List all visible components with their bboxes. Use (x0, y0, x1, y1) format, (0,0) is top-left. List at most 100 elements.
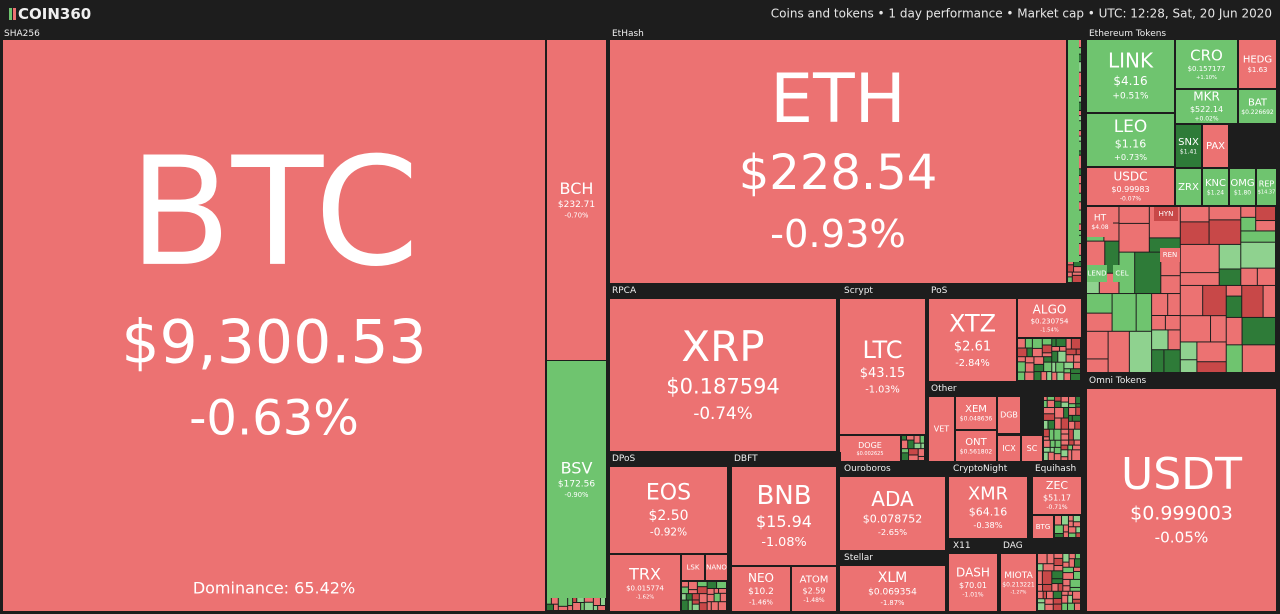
small-coin (1055, 440, 1061, 447)
coin-tile[interactable]: LEO$1.16 +0.73% (1087, 114, 1174, 166)
coin-tile[interactable]: NEO $10.2 -1.46% (732, 567, 790, 611)
coin-tile[interactable]: LTC $43.15 -1.03% (840, 299, 925, 434)
coin-change: -0.07% (1120, 196, 1142, 203)
coin-tile[interactable]: LSK (682, 555, 704, 580)
small-coin (1064, 369, 1071, 373)
small-coin (1066, 349, 1076, 355)
logo[interactable]: COIN360 (18, 5, 91, 23)
tile (949, 477, 1027, 538)
coin-tile[interactable]: ZRX (1176, 169, 1201, 205)
small-coin (1075, 554, 1080, 559)
small-coin (1038, 564, 1043, 571)
coin-tile[interactable]: BCH $232.71 -0.70% (547, 40, 606, 360)
coin-tile[interactable]: ATOM$2.59-1.48% (792, 567, 836, 611)
coin-tile[interactable]: BSV $172.56-0.90% (547, 361, 606, 598)
coin-tile[interactable]: ALGO$0.230754 -1.54% (1018, 299, 1081, 337)
small-coin (1257, 268, 1275, 285)
coin-tile[interactable]: DASH$70.01 -1.01% (949, 554, 997, 611)
coin-symbol: LEO (1114, 117, 1148, 137)
tile (682, 555, 704, 580)
coin-tile[interactable]: BTC$9,300.53 -0.63% (3, 40, 545, 611)
small-coin (1209, 207, 1241, 220)
coin-tile[interactable]: ETH $228.54 -0.93% (610, 40, 1066, 283)
small-coin (1058, 351, 1066, 362)
small-coin (1072, 275, 1081, 282)
coin-tile[interactable]: BAT$0.226692 (1239, 90, 1276, 123)
small-coin (909, 455, 918, 460)
coin-tile[interactable]: TRX$0.015774 -1.62% (610, 555, 680, 611)
coin-tile[interactable]: ONT$0.561802 (956, 431, 996, 461)
coin-tile[interactable]: ICX (998, 436, 1020, 461)
coin-tile[interactable]: REP$14.37 (1257, 169, 1276, 205)
small-coin (1053, 598, 1062, 604)
coin-price: $0.213221 (1002, 581, 1035, 588)
small-coin (1044, 362, 1052, 372)
coin-tile[interactable]: SNX$1.41 (1176, 125, 1201, 167)
tile (1176, 40, 1237, 88)
coin-tile[interactable]: SC (1022, 436, 1042, 461)
small-coin (1038, 599, 1045, 603)
small-coin (1073, 591, 1080, 599)
coin-tile[interactable]: ADA$0.078752 -2.65% (840, 477, 945, 550)
coin-tile[interactable]: MIOTA$0.213221 -1.27% (1001, 554, 1036, 611)
logo-icon[interactable] (9, 8, 16, 20)
coin-tile[interactable]: LEND (1087, 265, 1107, 282)
coin-tile[interactable]: HEDG$1.63 (1239, 40, 1276, 88)
small-coin (688, 600, 692, 610)
coin-tile[interactable]: OMG$1.80 (1230, 169, 1255, 205)
small-coin (1068, 265, 1074, 272)
coin-symbol: XRP (681, 322, 764, 371)
small-coin (1052, 362, 1056, 372)
small-coin (692, 604, 699, 610)
small-coin (1077, 235, 1081, 244)
coin-tile[interactable]: HT$4.08 (1087, 207, 1113, 237)
small-coin (553, 604, 558, 610)
small-coin (1069, 429, 1073, 440)
coin-tile[interactable]: XRP $0.187594 -0.74% (610, 299, 836, 451)
coin-symbol: LTC (862, 336, 902, 364)
coin-tile[interactable]: VET (929, 397, 954, 461)
tile (1257, 169, 1276, 205)
coin-tile[interactable]: LINK $4.16 +0.51% (1087, 40, 1174, 112)
small-coin (1044, 420, 1048, 429)
tile (998, 397, 1020, 433)
small-coin (1063, 532, 1068, 537)
coin-change: -0.90% (565, 491, 589, 499)
coin-tile[interactable]: XLM $0.069354-1.87% (840, 566, 945, 611)
small-coin (1054, 429, 1061, 440)
coin-tile[interactable]: XMR$64.16 -0.38% (949, 477, 1027, 538)
coin-tile[interactable]: ZEC $51.17-0.71% (1033, 477, 1081, 514)
small-coin (1068, 445, 1073, 450)
small-coin (1068, 591, 1073, 595)
coin-tile[interactable]: DOGE$0.002625 (840, 436, 900, 461)
coin-symbol: MKR (1193, 90, 1220, 104)
coin-tile[interactable]: CEL (1113, 265, 1131, 282)
coin-tile[interactable]: REN (1160, 248, 1180, 262)
coin-price: $1.41 (1180, 148, 1197, 155)
coin-tile[interactable]: USDC$0.99983 -0.07% (1087, 168, 1174, 205)
small-coin (584, 602, 593, 610)
view-settings[interactable]: Coins and tokens • 1 day performance • M… (771, 7, 1272, 21)
coin-price: $0.561802 (960, 448, 993, 455)
coin-symbol: SNX (1178, 137, 1199, 148)
coin-tile[interactable]: XEM$0.048636 (956, 397, 996, 429)
small-coin (707, 594, 714, 602)
small-coin (1055, 534, 1063, 537)
coin-tile[interactable]: NANO (706, 555, 727, 580)
coin-tile[interactable]: USDT $0.999003 -0.05% (1087, 389, 1276, 611)
coin-tile[interactable]: MKR$522.14 +0.02% (1176, 90, 1237, 123)
coin-tile[interactable]: DGB (998, 397, 1020, 433)
coin-tile[interactable]: EOS $2.50 -0.92% (610, 467, 727, 553)
coin-tile[interactable]: XTZ $2.61 -2.84% (929, 299, 1016, 381)
coin-tile[interactable]: BTG (1033, 516, 1053, 538)
small-coin (1052, 579, 1063, 584)
small-coin (1061, 445, 1068, 450)
small-coin (1226, 317, 1242, 345)
small-coin (1044, 429, 1049, 437)
coin-tile[interactable]: BNB$15.94 -1.08% (732, 467, 836, 565)
coin-tile[interactable]: KNC$1.24 (1203, 169, 1228, 205)
coin-tile[interactable]: PAX (1203, 125, 1228, 167)
coin-tile[interactable]: CRO$0.157177 +1.10% (1176, 40, 1237, 88)
tile (610, 299, 836, 451)
coin-tile[interactable]: HYN (1154, 207, 1178, 221)
